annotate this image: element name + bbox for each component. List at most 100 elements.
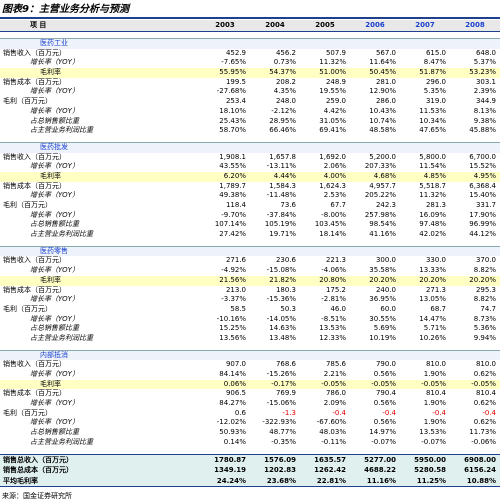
cell: 11.32% — [319, 58, 346, 67]
cell: 5.71% — [423, 324, 446, 333]
cell: 1349.19 — [214, 466, 246, 474]
cell: 5.69% — [373, 324, 396, 333]
row-label: 增长率（YOY） — [30, 58, 79, 67]
cell: 1,657.8 — [269, 152, 296, 161]
cell: 8.73% — [473, 314, 496, 323]
row-label: 毛利率 — [40, 275, 61, 284]
data-row: 占主营业务利润比重 0.14% -0.35% -0.11% -0.07% -0.07% -0… — [0, 438, 500, 448]
cell: 18.10% — [219, 106, 246, 115]
cell: 18.14% — [319, 230, 346, 239]
cell: 50.45% — [369, 68, 396, 77]
cell: 11.73% — [469, 428, 496, 437]
cell: 175.2 — [325, 285, 346, 294]
cell: 47.65% — [419, 126, 446, 135]
cell: 4.68% — [373, 171, 396, 180]
cell: 0.56% — [373, 418, 396, 427]
row-label: 占主营业务利润比重 — [30, 437, 93, 446]
cell: 4.42% — [323, 106, 346, 115]
cell: 5.36% — [473, 324, 496, 333]
total-row: 销售总收入（百万元） 1780.87 1576.09 1635.57 5277.00 59… — [0, 454, 500, 465]
row-label: 销售成本（百万元） — [3, 77, 66, 86]
year-header: 2006 — [365, 21, 385, 29]
cell: 4.35% — [273, 87, 296, 96]
cell: 8.82% — [473, 295, 496, 304]
cell: -0.05% — [371, 379, 396, 388]
data-row: 销售成本（百万元） 906.5 769.9 786.0 790.4 810.4 810.4 — [0, 389, 500, 399]
cell: 10.26% — [419, 333, 446, 342]
cell: 253.4 — [225, 97, 246, 106]
cell: 8.82% — [473, 266, 496, 275]
cell: 1.90% — [423, 418, 446, 427]
cell: 1,908.1 — [219, 152, 246, 161]
cell: -9.70% — [221, 210, 246, 219]
row-label: 占总销售额比重 — [30, 220, 79, 229]
row-label: 占主营业务利润比重 — [30, 230, 93, 239]
cell: 1202.83 — [264, 466, 296, 474]
cell: 50.3 — [280, 304, 296, 313]
cell: 5,200.0 — [369, 152, 396, 161]
cell: -0.06% — [471, 437, 496, 446]
cell: 286.0 — [375, 97, 396, 106]
cell: 785.6 — [325, 360, 346, 369]
cell: 2.21% — [323, 370, 346, 378]
cell: 1,624.3 — [319, 181, 346, 190]
row-label: 占总销售额比重 — [30, 428, 79, 437]
data-row: 增长率（YOY） -7.65% 0.73% 11.32% 11.64% 8.47% 5.37… — [0, 58, 500, 68]
cell: 30.55% — [369, 314, 396, 323]
cell: 36.95% — [369, 295, 396, 304]
cell: -13.11% — [266, 162, 296, 171]
cell: 11.64% — [369, 58, 396, 67]
cell: 105.19% — [264, 220, 296, 229]
cell: 330.0 — [425, 256, 446, 265]
cell: -8.51% — [321, 314, 346, 323]
data-row: 毛利率 0.06% -0.17% -0.05% -0.05% -0.05% -0.05% — [0, 379, 500, 390]
cell: 73.6 — [280, 201, 296, 209]
cell: 10.19% — [369, 333, 396, 342]
cell: 769.9 — [275, 389, 296, 398]
section-name: 医药工业 — [40, 39, 68, 47]
row-label: 占总销售额比重 — [30, 116, 79, 125]
cell: 4.95% — [473, 171, 496, 180]
cell: 8.13% — [473, 106, 496, 115]
cell: 1.90% — [423, 399, 446, 408]
row-label: 销售总收入（百万元） — [3, 455, 73, 464]
cell: 221.3 — [325, 256, 346, 265]
total-row: 销售总成本（百万元） 1349.19 1202.83 1262.42 4688.22 52… — [0, 465, 500, 476]
row-label: 增长率（YOY） — [30, 191, 79, 200]
row-label: 销售总成本（百万元） — [3, 466, 73, 474]
data-row: 增长率（YOY） -10.16% -14.05% -8.51% 30.55% 14.47%… — [0, 315, 500, 325]
data-row: 增长率（YOY） -9.70% -37.84% -8.00% 257.98% 16.09%… — [0, 211, 500, 221]
cell: 42.02% — [419, 230, 446, 239]
row-label: 占主营业务利润比重 — [30, 333, 93, 342]
data-row: 销售成本（百万元） 1,789.7 1,584.3 1,624.3 4,957.7 5,5… — [0, 182, 500, 192]
cell: 20.20% — [369, 275, 396, 284]
cell: 96.99% — [469, 220, 496, 229]
row-label: 增长率（YOY） — [30, 210, 79, 219]
cell: 25.43% — [219, 116, 246, 125]
cell: 11.16% — [366, 476, 396, 485]
cell: 281.0 — [375, 77, 396, 86]
cell: 4.00% — [323, 171, 346, 180]
cell: -15.26% — [266, 370, 296, 378]
cell: 240.0 — [375, 285, 396, 294]
section-name: 内部抵消 — [40, 350, 68, 359]
cell: -37.84% — [266, 210, 296, 219]
cell: 15.25% — [219, 324, 246, 333]
cell: 790.4 — [375, 389, 396, 398]
cell: -14.05% — [266, 314, 296, 323]
cell: 906.5 — [225, 389, 246, 398]
cell: 13.53% — [319, 324, 346, 333]
data-row: 占主营业务利润比重 58.70% 66.46% 69.41% 48.58% 47.65% 4… — [0, 126, 500, 136]
cell: 118.4 — [225, 201, 246, 209]
cell: 303.1 — [475, 77, 496, 86]
cell: 24.24% — [216, 476, 246, 485]
cell: -0.05% — [471, 379, 496, 388]
cell: 98.54% — [369, 220, 396, 229]
cell: 11.25% — [416, 476, 446, 485]
data-row: 毛利率 21.56% 21.82% 20.80% 20.20% 20.20% 20.20% — [0, 275, 500, 286]
cell: 43.55% — [219, 162, 246, 171]
cell: 271.3 — [425, 285, 446, 294]
cell: -27.68% — [216, 87, 246, 96]
cell: 51.87% — [419, 68, 446, 77]
cell: 648.0 — [475, 48, 496, 57]
